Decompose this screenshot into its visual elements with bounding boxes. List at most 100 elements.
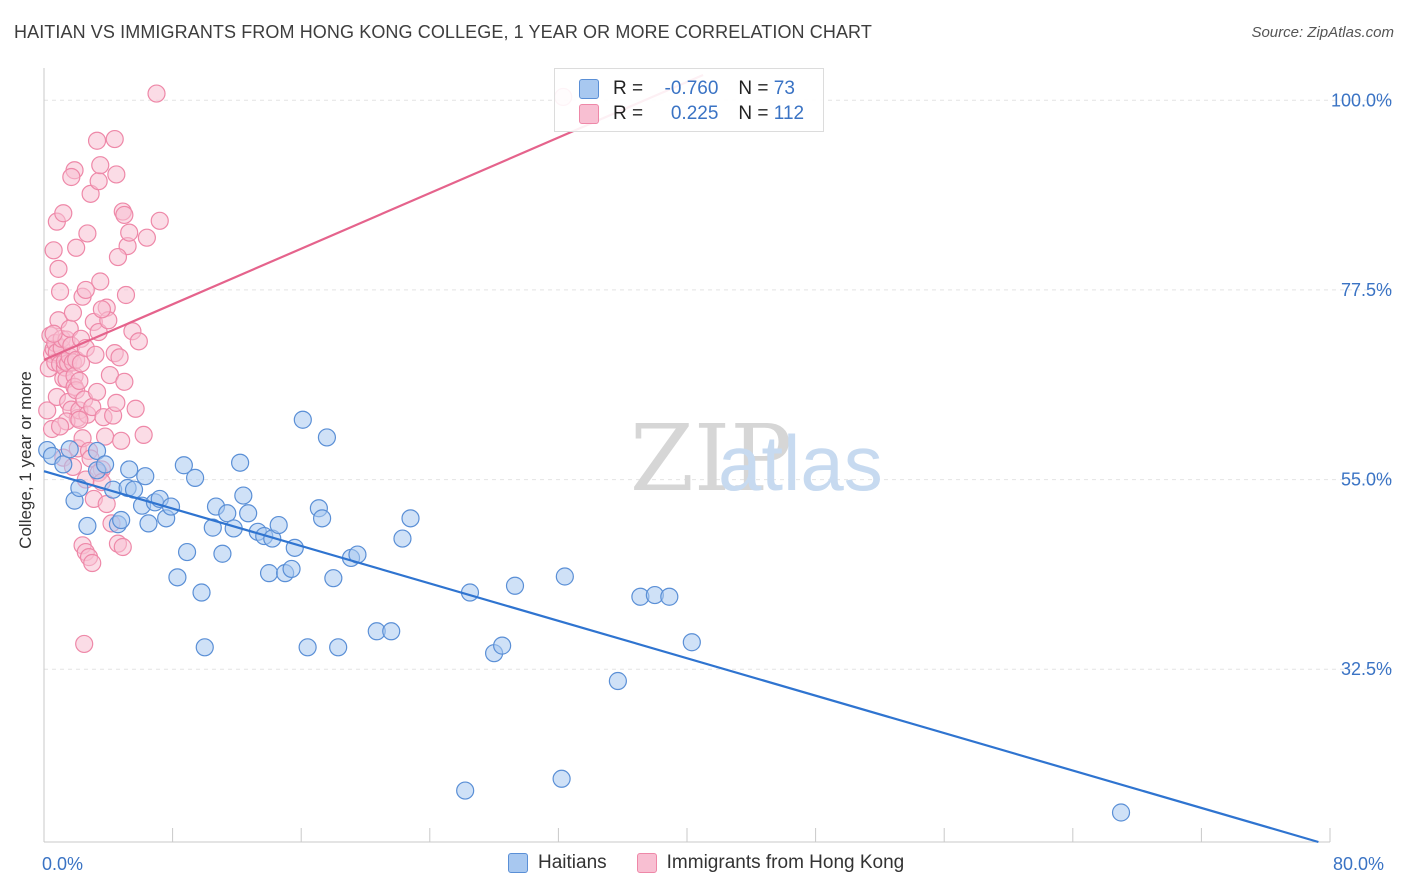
haitians-point <box>555 567 574 586</box>
hongkong-point <box>50 282 70 301</box>
haitians-point <box>298 638 317 657</box>
y-tick-label: 100.0% <box>1331 90 1392 110</box>
legend-label-hongkong: Immigrants from Hong Kong <box>666 852 905 873</box>
legend-n-value: 112 <box>773 103 805 124</box>
haitians-point <box>239 504 258 523</box>
legend-r-value: -0.760 <box>664 78 719 99</box>
haitians-point <box>505 576 525 595</box>
hongkong-point <box>89 172 108 191</box>
haitians-point <box>95 455 115 474</box>
hongkong-point <box>105 129 124 149</box>
haitians-point <box>231 453 250 472</box>
haitians-point <box>329 638 348 657</box>
haitians-point <box>112 510 131 530</box>
haitians-point <box>608 671 627 691</box>
hongkong-point <box>107 393 126 412</box>
hongkong-point <box>83 553 102 573</box>
haitians-point <box>282 559 301 579</box>
hongkong-point <box>110 348 129 367</box>
gridlines <box>44 99 1392 670</box>
haitians-point <box>60 440 79 459</box>
hongkong-point <box>129 332 148 351</box>
x-tick-label-min: 0.0% <box>42 854 84 874</box>
haitians-point <box>139 514 158 533</box>
hongkong-point <box>116 285 136 305</box>
y-tick-labels: 32.5% 55.0% 77.5% 100.0% <box>1331 90 1392 679</box>
hongkong-point <box>87 382 107 402</box>
haitians-point <box>324 569 343 588</box>
legend-r-value: 0.225 <box>670 103 719 124</box>
hongkong-point <box>70 410 89 429</box>
hongkong-point <box>54 204 73 223</box>
haitians-point <box>203 518 222 537</box>
legend-n-label: N = <box>738 78 769 99</box>
legend-r-label: R = <box>613 78 644 99</box>
hongkong-point <box>67 238 86 257</box>
haitians-point <box>317 428 337 447</box>
hongkong-point <box>150 211 169 230</box>
watermark-zip: ZIP <box>630 405 792 512</box>
haitians-points <box>38 410 1131 822</box>
haitians-point <box>1111 803 1131 822</box>
hongkong-point <box>147 84 166 103</box>
hongkong-point <box>91 156 110 175</box>
haitians-point <box>136 467 155 486</box>
chart-title: HAITIAN VS IMMIGRANTS FROM HONG KONG COL… <box>14 22 872 42</box>
haitians-point <box>269 515 288 535</box>
hongkong-point <box>78 224 97 243</box>
legend-n-label: N = <box>738 103 769 124</box>
hongkong-point <box>115 205 134 225</box>
haitians-point <box>234 486 253 505</box>
hongkong-point <box>112 431 131 450</box>
haitians-point <box>382 622 401 641</box>
haitians-point <box>259 564 279 583</box>
haitians-point <box>660 587 679 606</box>
haitians-point <box>218 504 237 523</box>
haitians-point <box>493 636 512 655</box>
legend-label-haitians: Haitians <box>538 852 607 873</box>
haitians-point <box>293 410 312 429</box>
legend-item-haitians[interactable]: Haitians <box>508 852 607 874</box>
haitians-point <box>213 544 232 563</box>
y-tick-label: 32.5% <box>1341 659 1392 679</box>
legend-r-label: R = <box>613 103 644 124</box>
y-tick-label: 77.5% <box>1341 280 1392 300</box>
legend-item-hongkong[interactable]: Immigrants from Hong Kong <box>636 852 905 874</box>
hongkong-point <box>134 425 153 444</box>
hongkong-point <box>87 131 107 150</box>
x-tick-label-max: 80.0% <box>1333 854 1385 874</box>
haitians-trend-line <box>43 470 1319 844</box>
haitians-point <box>186 468 205 487</box>
haitians-point <box>393 529 412 548</box>
hongkong-point <box>44 241 63 260</box>
haitians-point <box>174 456 193 475</box>
hongkong-swatch <box>636 853 657 873</box>
haitians-point <box>192 583 211 602</box>
hongkong-point <box>62 167 81 187</box>
hongkong-point <box>107 165 126 184</box>
haitians-point <box>401 509 420 528</box>
hongkong-point <box>120 223 139 242</box>
haitians-point <box>54 455 73 474</box>
legend-row-haitians: R = -0.760 N = 73 <box>579 77 795 101</box>
series-legend: Haitians Immigrants from Hong Kong <box>508 852 934 874</box>
hongkong-point <box>108 247 128 267</box>
watermark-atlas: atlas <box>718 419 883 507</box>
source-credit: Source: ZipAtlas.com <box>1251 24 1394 41</box>
hongkong-point <box>92 300 111 319</box>
legend-row-hongkong: R = 0.225 N = 112 <box>579 102 804 126</box>
haitians-point <box>456 781 475 800</box>
haitians-point <box>177 542 197 562</box>
hongkong-point <box>86 345 105 364</box>
haitians-swatch <box>579 79 599 99</box>
haitians-point <box>552 769 571 788</box>
hongkong-point <box>126 399 145 418</box>
watermark: ZIP atlas <box>630 405 883 512</box>
hongkong-point <box>70 371 89 391</box>
hongkong-point <box>113 537 132 557</box>
haitians-point <box>168 568 187 587</box>
correlation-legend: R = -0.760 N = 73 R = 0.225 N = 112 <box>554 68 824 132</box>
hongkong-point <box>75 634 94 654</box>
haitians-point <box>87 441 107 461</box>
